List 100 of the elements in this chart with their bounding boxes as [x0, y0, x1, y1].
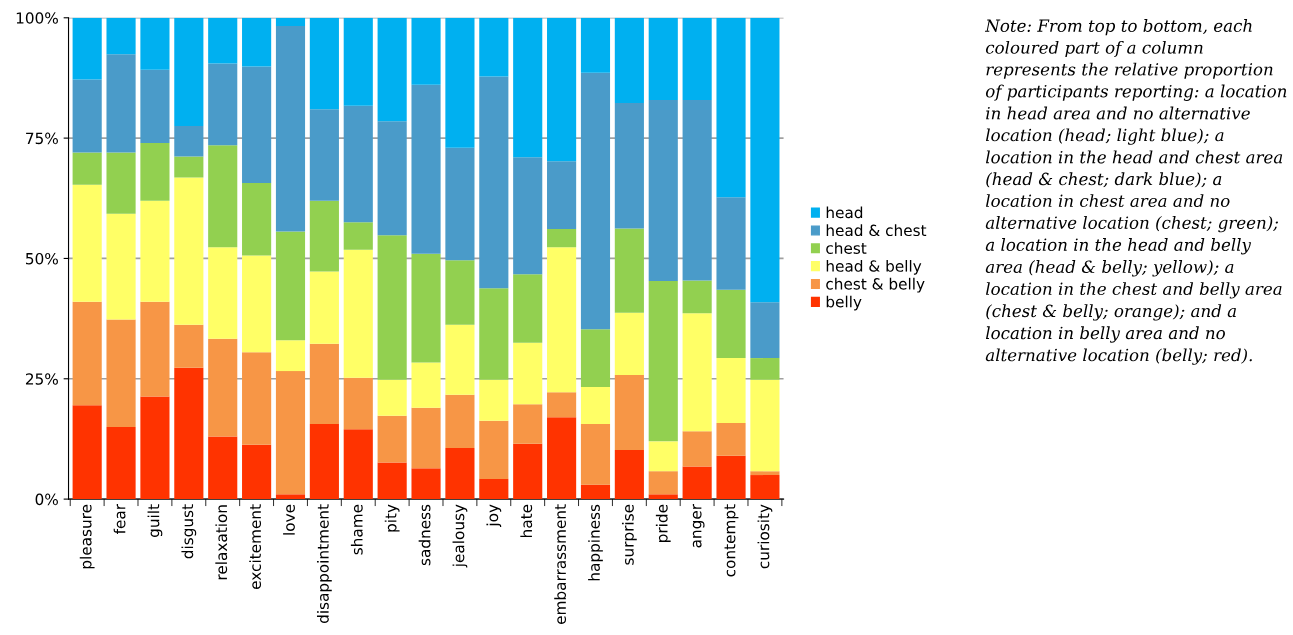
bar — [411, 362, 441, 408]
bar — [106, 319, 136, 427]
bar — [411, 407, 441, 469]
bar — [547, 161, 577, 230]
bar — [208, 338, 238, 437]
bar — [377, 379, 407, 416]
bar — [580, 329, 611, 387]
bar — [309, 271, 339, 344]
bar — [682, 17, 712, 101]
bar — [140, 17, 170, 70]
bar — [72, 79, 102, 153]
bar — [242, 255, 272, 353]
bar — [309, 109, 339, 201]
bar — [614, 374, 644, 451]
bar — [716, 358, 746, 424]
bar — [72, 17, 102, 80]
x-tick-label: pleasure — [79, 504, 95, 569]
x-tick-label: fear — [113, 503, 126, 535]
bar — [72, 405, 102, 500]
bar — [242, 17, 272, 67]
bar — [479, 17, 509, 77]
bar — [513, 404, 543, 444]
legend-label: belly — [826, 295, 862, 311]
legend-label: head & belly — [826, 259, 922, 275]
bar — [445, 324, 475, 395]
bar — [275, 25, 306, 232]
bar — [479, 379, 509, 421]
bar — [479, 420, 509, 479]
text: Note: From top to bottom, each coloured part of a column represents the relative proportion of participants reporting: a location in head area and no alternative location (head; light blue); a location in the head and chest area (head & chest; dark blue); a location in chest area and no alternative location (chest; green); a location in the head and belly area (head & belly; yellow); a location in the chest and belly area (chest & belly; orange); and a location in belly area and no alternative location (belly; red). — [984, 19, 1287, 365]
bar — [140, 396, 170, 500]
bar — [479, 288, 509, 380]
x-tick-label: happiness — [588, 504, 603, 581]
bar — [309, 343, 339, 425]
bar — [106, 54, 136, 153]
bar — [547, 17, 577, 162]
bar — [716, 17, 746, 198]
legend-label: chest — [826, 242, 867, 254]
bar — [716, 197, 746, 290]
bar — [343, 249, 373, 378]
bar — [72, 152, 102, 185]
bar — [445, 260, 475, 325]
bar — [309, 424, 339, 500]
bar — [648, 100, 678, 282]
bar — [750, 471, 780, 476]
bar — [479, 478, 509, 500]
bar — [242, 66, 272, 183]
bar — [750, 17, 780, 303]
bar — [547, 392, 577, 418]
y-tick-label: 0% — [35, 493, 58, 506]
bar — [242, 182, 272, 256]
bar — [445, 394, 475, 449]
bar — [208, 63, 238, 146]
bar — [242, 352, 272, 445]
bar — [580, 17, 611, 73]
bar — [445, 147, 475, 261]
x-tick-label: shame — [350, 504, 363, 555]
bar — [648, 471, 678, 495]
bar — [580, 484, 611, 500]
x-tick-label: contempt — [724, 504, 739, 577]
y-tick-label: 100% — [16, 12, 58, 24]
bar — [614, 312, 644, 375]
bar — [648, 441, 678, 472]
x-tick-label: love — [283, 504, 295, 535]
x-tick-label: embarrassment — [554, 504, 567, 624]
bar — [106, 152, 136, 214]
bar — [580, 72, 611, 330]
bar — [275, 371, 306, 495]
bar — [513, 274, 543, 343]
bar — [140, 142, 170, 201]
bar — [580, 386, 611, 425]
bar — [547, 229, 577, 248]
bar — [106, 213, 136, 320]
y-tick-label: 25% — [25, 373, 58, 385]
bar — [513, 342, 543, 405]
x-tick-label: pity — [384, 504, 400, 532]
bar — [377, 415, 407, 463]
bar — [513, 157, 543, 275]
bar — [140, 301, 170, 397]
bar — [614, 102, 644, 229]
bar — [377, 462, 407, 500]
x-tick-label: pride — [655, 504, 671, 542]
bar — [309, 200, 339, 272]
x-tick-label: disappointment — [316, 504, 332, 624]
bar — [174, 177, 204, 325]
bar — [614, 450, 644, 500]
legend-label: chest & belly — [826, 277, 925, 293]
y-tick-label: 50% — [26, 252, 58, 265]
bar — [445, 448, 475, 500]
bar — [72, 184, 102, 302]
x-tick-label: disgust — [181, 504, 197, 559]
bar — [648, 494, 678, 500]
bar — [377, 235, 407, 380]
bar — [140, 200, 170, 302]
bar — [614, 17, 644, 103]
bar — [682, 431, 712, 467]
bar — [343, 105, 373, 223]
x-tick-label: relaxation — [215, 505, 228, 580]
x-tick-label: sadness — [418, 504, 431, 566]
bar — [513, 443, 543, 500]
x-tick-label: surprise — [621, 504, 637, 565]
